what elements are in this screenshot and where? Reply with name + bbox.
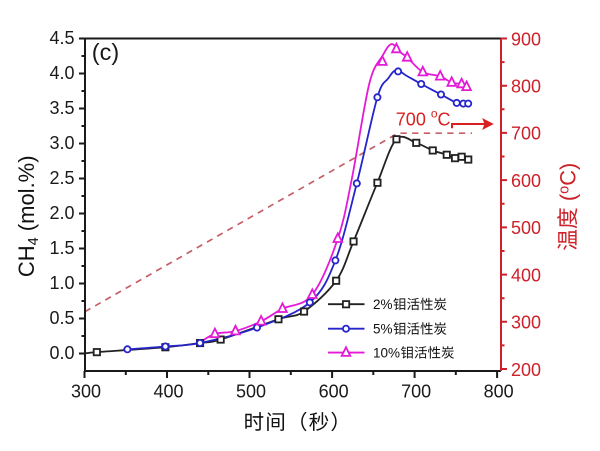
svg-text:800: 800 — [484, 381, 514, 401]
svg-text:200: 200 — [511, 360, 541, 380]
svg-text:2.5: 2.5 — [49, 168, 74, 188]
svg-text:5%: 5% — [373, 322, 393, 337]
svg-text:0.0: 0.0 — [49, 343, 74, 363]
svg-text:3.0: 3.0 — [49, 133, 74, 153]
svg-text:600: 600 — [319, 381, 349, 401]
svg-text:700: 700 — [401, 381, 431, 401]
svg-text:2%: 2% — [373, 297, 393, 312]
svg-text:400: 400 — [511, 265, 541, 285]
svg-text:400: 400 — [153, 381, 183, 401]
svg-text:700: 700 — [511, 124, 541, 144]
svg-text:(c): (c) — [92, 39, 119, 65]
svg-text:0.5: 0.5 — [49, 308, 74, 328]
svg-text:1.0: 1.0 — [49, 273, 74, 293]
svg-text:600: 600 — [511, 171, 541, 191]
svg-text:300: 300 — [511, 313, 541, 333]
svg-text:CH4 (mol.%): CH4 (mol.%) — [14, 155, 42, 277]
svg-text:800: 800 — [511, 77, 541, 97]
svg-text:(oC): (oC) — [556, 163, 581, 207]
svg-text:300: 300 — [71, 381, 101, 401]
svg-text:10%: 10% — [373, 346, 400, 361]
svg-text:700 oC: 700 oC — [396, 107, 451, 130]
svg-text:1.5: 1.5 — [49, 238, 74, 258]
svg-text:4.0: 4.0 — [49, 63, 74, 83]
svg-text:500: 500 — [511, 218, 541, 238]
svg-text:900: 900 — [511, 29, 541, 49]
svg-text:500: 500 — [236, 381, 266, 401]
svg-text:3.5: 3.5 — [49, 98, 74, 118]
svg-text:4.5: 4.5 — [49, 28, 74, 48]
svg-text:2.0: 2.0 — [49, 203, 74, 223]
